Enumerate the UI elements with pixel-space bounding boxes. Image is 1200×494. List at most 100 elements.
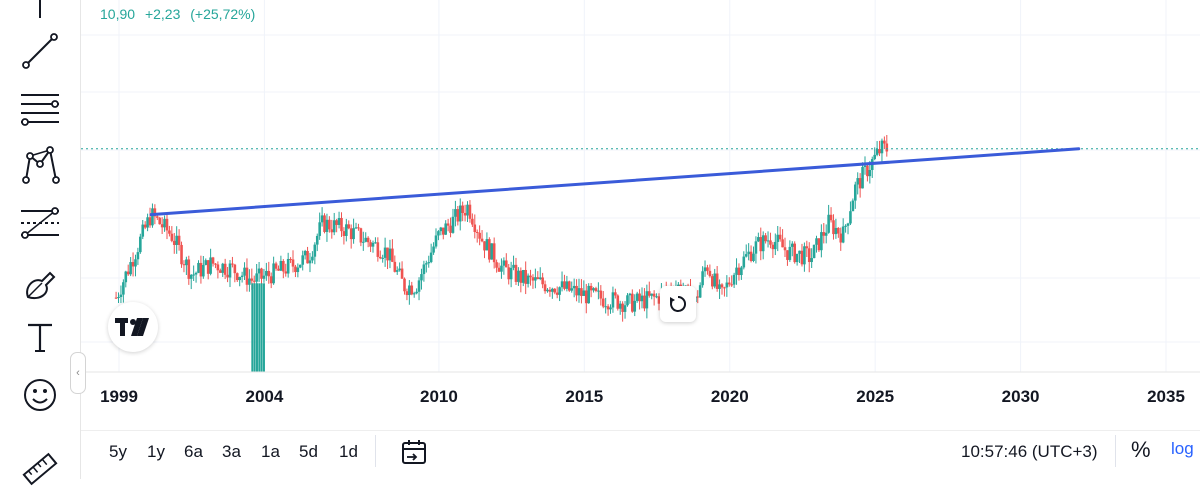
range-1d-button[interactable]: 1d: [339, 442, 358, 461]
candle-body: [412, 293, 416, 295]
forecast-icon[interactable]: [12, 198, 68, 248]
candle-body: [323, 215, 326, 232]
candle-body: [354, 227, 358, 229]
brush-icon[interactable]: [12, 258, 68, 308]
candle-body: [514, 264, 518, 282]
candle-body: [451, 216, 455, 233]
candle-body: [846, 223, 850, 226]
horizontal-lines-icon[interactable]: [12, 84, 68, 134]
range-5y-button[interactable]: 5y: [109, 442, 127, 461]
candle-body: [546, 289, 549, 292]
log-scale-button[interactable]: log: [1171, 439, 1194, 458]
candle-body: [386, 247, 389, 261]
candle-body: [187, 259, 191, 279]
candle-body: [378, 256, 382, 259]
candle-body: [155, 216, 159, 218]
candle-body: [463, 212, 467, 216]
range-3a-button[interactable]: 3a: [222, 442, 241, 461]
trend-line-icon[interactable]: [12, 26, 68, 76]
candle-body: [657, 296, 661, 304]
go-to-date-button[interactable]: [397, 435, 431, 469]
candle-body: [531, 277, 535, 281]
candle-body: [223, 263, 227, 275]
ruler-icon[interactable]: [12, 444, 68, 494]
candle-body: [124, 271, 128, 283]
candle-body: [294, 266, 297, 273]
candle-body: [647, 291, 651, 296]
candle-body: [291, 259, 295, 267]
range-1y-button[interactable]: 1y: [147, 442, 165, 461]
range-1a-button[interactable]: 1a: [261, 442, 280, 461]
candle-body: [252, 280, 256, 282]
candle-body: [849, 211, 852, 224]
price-chart[interactable]: 1999 2004 2010 2015 2020 2025 2030 2035: [81, 0, 1200, 430]
collapse-toolbar-handle[interactable]: ‹: [70, 352, 86, 394]
candle-body: [536, 277, 540, 279]
candle-body: [160, 224, 164, 228]
candle-body: [863, 165, 867, 168]
text-icon[interactable]: [12, 312, 68, 362]
candle-body: [851, 200, 855, 212]
candle-body: [839, 233, 843, 243]
candle-body: [512, 264, 515, 268]
candle-body: [778, 234, 782, 240]
candle-body: [398, 268, 401, 271]
candle-body: [815, 238, 818, 245]
candle-body: [643, 295, 646, 309]
candle-body: [311, 256, 314, 261]
x-tick-label: 2025: [856, 387, 894, 406]
candle-body: [134, 259, 137, 267]
candle-body: [468, 204, 472, 219]
candle-body: [381, 257, 384, 259]
candle-body: [473, 224, 477, 232]
candle-body: [143, 224, 147, 228]
candle-body: [437, 231, 440, 236]
candle-body: [764, 235, 767, 242]
candle-body: [543, 284, 547, 292]
percent-scale-button[interactable]: %: [1131, 437, 1151, 462]
range-5d-button[interactable]: 5d: [299, 442, 318, 461]
candle-body: [441, 227, 445, 235]
candle-body: [141, 224, 145, 237]
candle-body: [345, 224, 348, 236]
x-tick-label: 2020: [711, 387, 749, 406]
candle-body: [185, 259, 188, 266]
candle-body: [279, 261, 283, 271]
candle-body: [742, 256, 746, 268]
candle-body: [793, 243, 797, 263]
candle-body: [718, 284, 721, 289]
cursor-icon[interactable]: [12, 0, 68, 38]
candle-body: [265, 270, 268, 276]
candle-body: [655, 296, 658, 298]
emoji-icon[interactable]: [12, 370, 68, 420]
candle-body: [182, 264, 186, 266]
chart-area[interactable]: 1999 2004 2010 2015 2020 2025 2030 2035: [81, 0, 1200, 430]
candle-body: [723, 287, 726, 289]
candle-body: [652, 293, 656, 297]
tradingview-logo[interactable]: [108, 302, 158, 352]
candle-body: [148, 217, 152, 226]
candle-body: [594, 288, 598, 292]
candle-body: [475, 231, 479, 233]
candle-body: [502, 260, 506, 266]
candle-body: [197, 262, 200, 273]
bottom-bar: 5y 1y 6a 3a 1a 5d 1d 10:57:46 (UTC+3) % …: [81, 430, 1200, 480]
candle-body: [853, 184, 857, 201]
candle-body: [250, 278, 254, 281]
candle-body: [824, 232, 828, 236]
candle-body: [740, 267, 743, 276]
candle-body: [306, 250, 309, 264]
trend-line: [149, 147, 1081, 217]
candle-body: [458, 205, 462, 222]
range-6a-button[interactable]: 6a: [184, 442, 203, 461]
candle-body: [456, 209, 460, 222]
x-tick-label: 2004: [246, 387, 284, 406]
reset-chart-button[interactable]: [660, 286, 696, 322]
candle-body: [563, 281, 566, 289]
candle-body: [841, 226, 845, 243]
candle-body: [335, 220, 338, 225]
candle-body: [228, 263, 232, 278]
pattern-icon[interactable]: [12, 140, 68, 190]
candle-body: [786, 250, 789, 260]
candle-body: [189, 274, 193, 279]
